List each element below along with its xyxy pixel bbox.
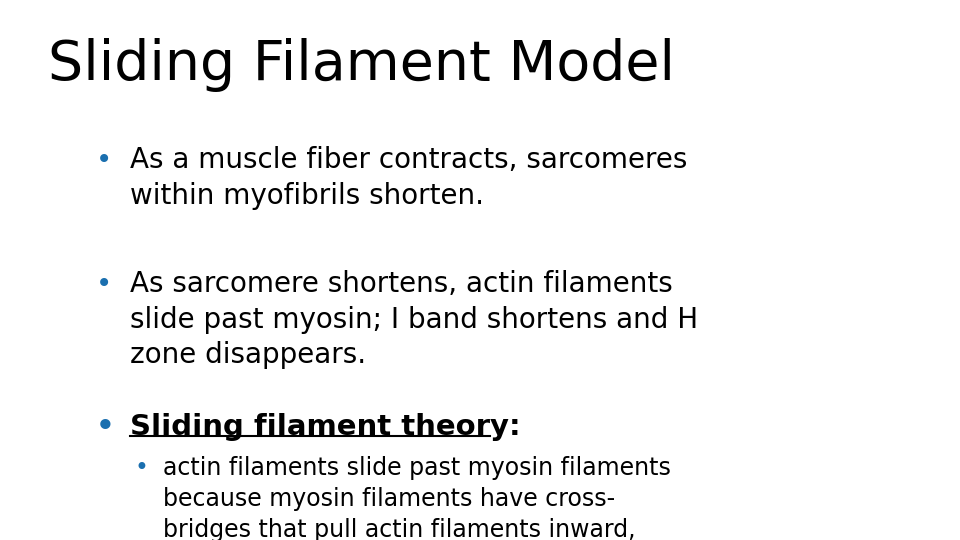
Text: As a muscle fiber contracts, sarcomeres
within myofibrils shorten.: As a muscle fiber contracts, sarcomeres … bbox=[130, 146, 687, 210]
Text: Sliding Filament Model: Sliding Filament Model bbox=[48, 38, 675, 92]
Text: •: • bbox=[134, 456, 148, 480]
Text: •: • bbox=[96, 413, 115, 441]
Text: •: • bbox=[96, 270, 112, 298]
Text: •: • bbox=[96, 146, 112, 174]
Text: Sliding filament theory:: Sliding filament theory: bbox=[130, 413, 520, 441]
Text: As sarcomere shortens, actin filaments
slide past myosin; I band shortens and H
: As sarcomere shortens, actin filaments s… bbox=[130, 270, 698, 369]
Text: actin filaments slide past myosin filaments
because myosin filaments have cross-: actin filaments slide past myosin filame… bbox=[163, 456, 671, 540]
